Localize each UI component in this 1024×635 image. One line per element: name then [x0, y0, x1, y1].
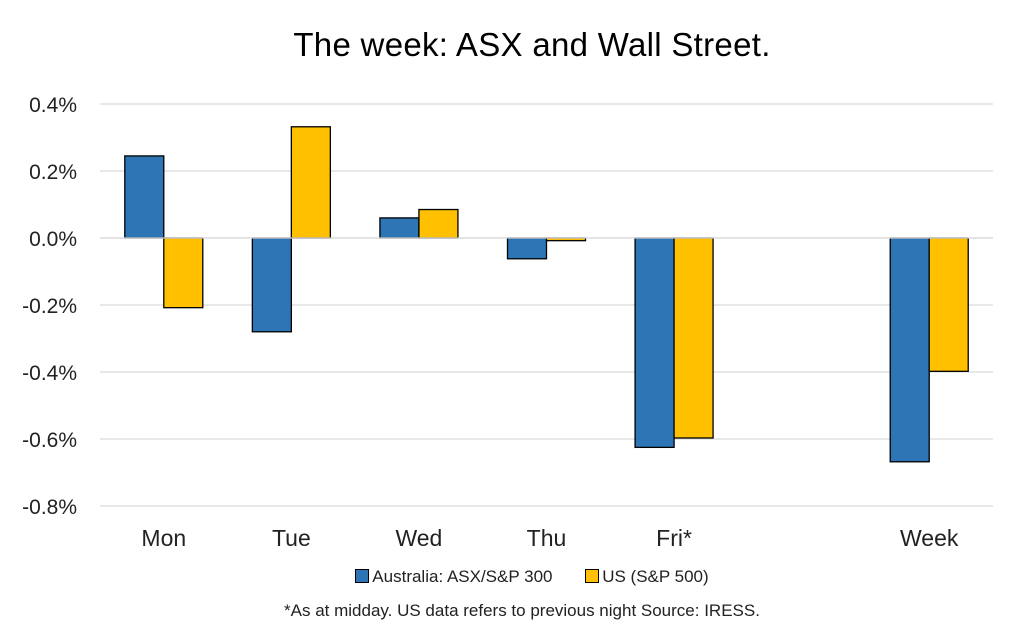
y-tick-label: -0.4% [22, 362, 77, 385]
y-tick-label: -0.8% [22, 496, 77, 519]
legend-swatch-australia [355, 569, 370, 583]
bar-australia-mon [124, 155, 165, 239]
y-tick-label: 0.0% [29, 228, 77, 251]
legend-item-us: US (S&P 500) [585, 567, 709, 587]
bar-us-tue [290, 126, 332, 239]
legend-swatch-us [585, 569, 600, 583]
y-axis-ticks: 0.4% 0.2% 0.0% -0.2% -0.4% -0.6% -0.8% [22, 94, 77, 519]
bars [100, 126, 993, 463]
legend-item-australia: Australia: ASX/S&P 300 [355, 567, 552, 587]
x-tick-label: Week [900, 525, 959, 551]
legend-label-us: US (S&P 500) [602, 567, 709, 586]
bar-australia-wed [379, 217, 420, 239]
x-tick-label: Thu [527, 525, 567, 551]
y-tick-label: -0.6% [22, 429, 77, 452]
x-tick-label: Mon [141, 525, 186, 551]
legend: Australia: ASX/S&P 300 US (S&P 500) [0, 567, 1024, 587]
bar-australia-week [889, 237, 930, 463]
bar-us-mon [163, 237, 204, 309]
bar-us-wed [418, 208, 459, 239]
x-axis-ticks: Mon Tue Wed Thu Fri* Week [141, 525, 958, 551]
x-tick-label: Fri* [656, 525, 692, 551]
legend-label-australia: Australia: ASX/S&P 300 [372, 567, 553, 586]
bar-us-fri [673, 237, 714, 439]
x-tick-label: Wed [395, 525, 442, 551]
chart-title: The week: ASX and Wall Street. [293, 26, 771, 63]
bar-us-week [928, 237, 969, 372]
y-tick-label: 0.2% [29, 161, 77, 184]
chart-footnote: *As at midday. US data refers to previou… [284, 601, 760, 620]
y-tick-label: -0.2% [22, 295, 77, 318]
bar-australia-tue [251, 237, 293, 333]
y-tick-label: 0.4% [29, 94, 77, 117]
gridlines [100, 103, 993, 507]
bar-chart: 0.4% 0.2% 0.0% -0.2% -0.4% -0.6% -0.8% Mon Tue W… [22, 94, 993, 551]
x-tick-label: Tue [272, 525, 311, 551]
bar-australia-fri [634, 237, 675, 449]
bar-australia-thu [506, 237, 548, 260]
